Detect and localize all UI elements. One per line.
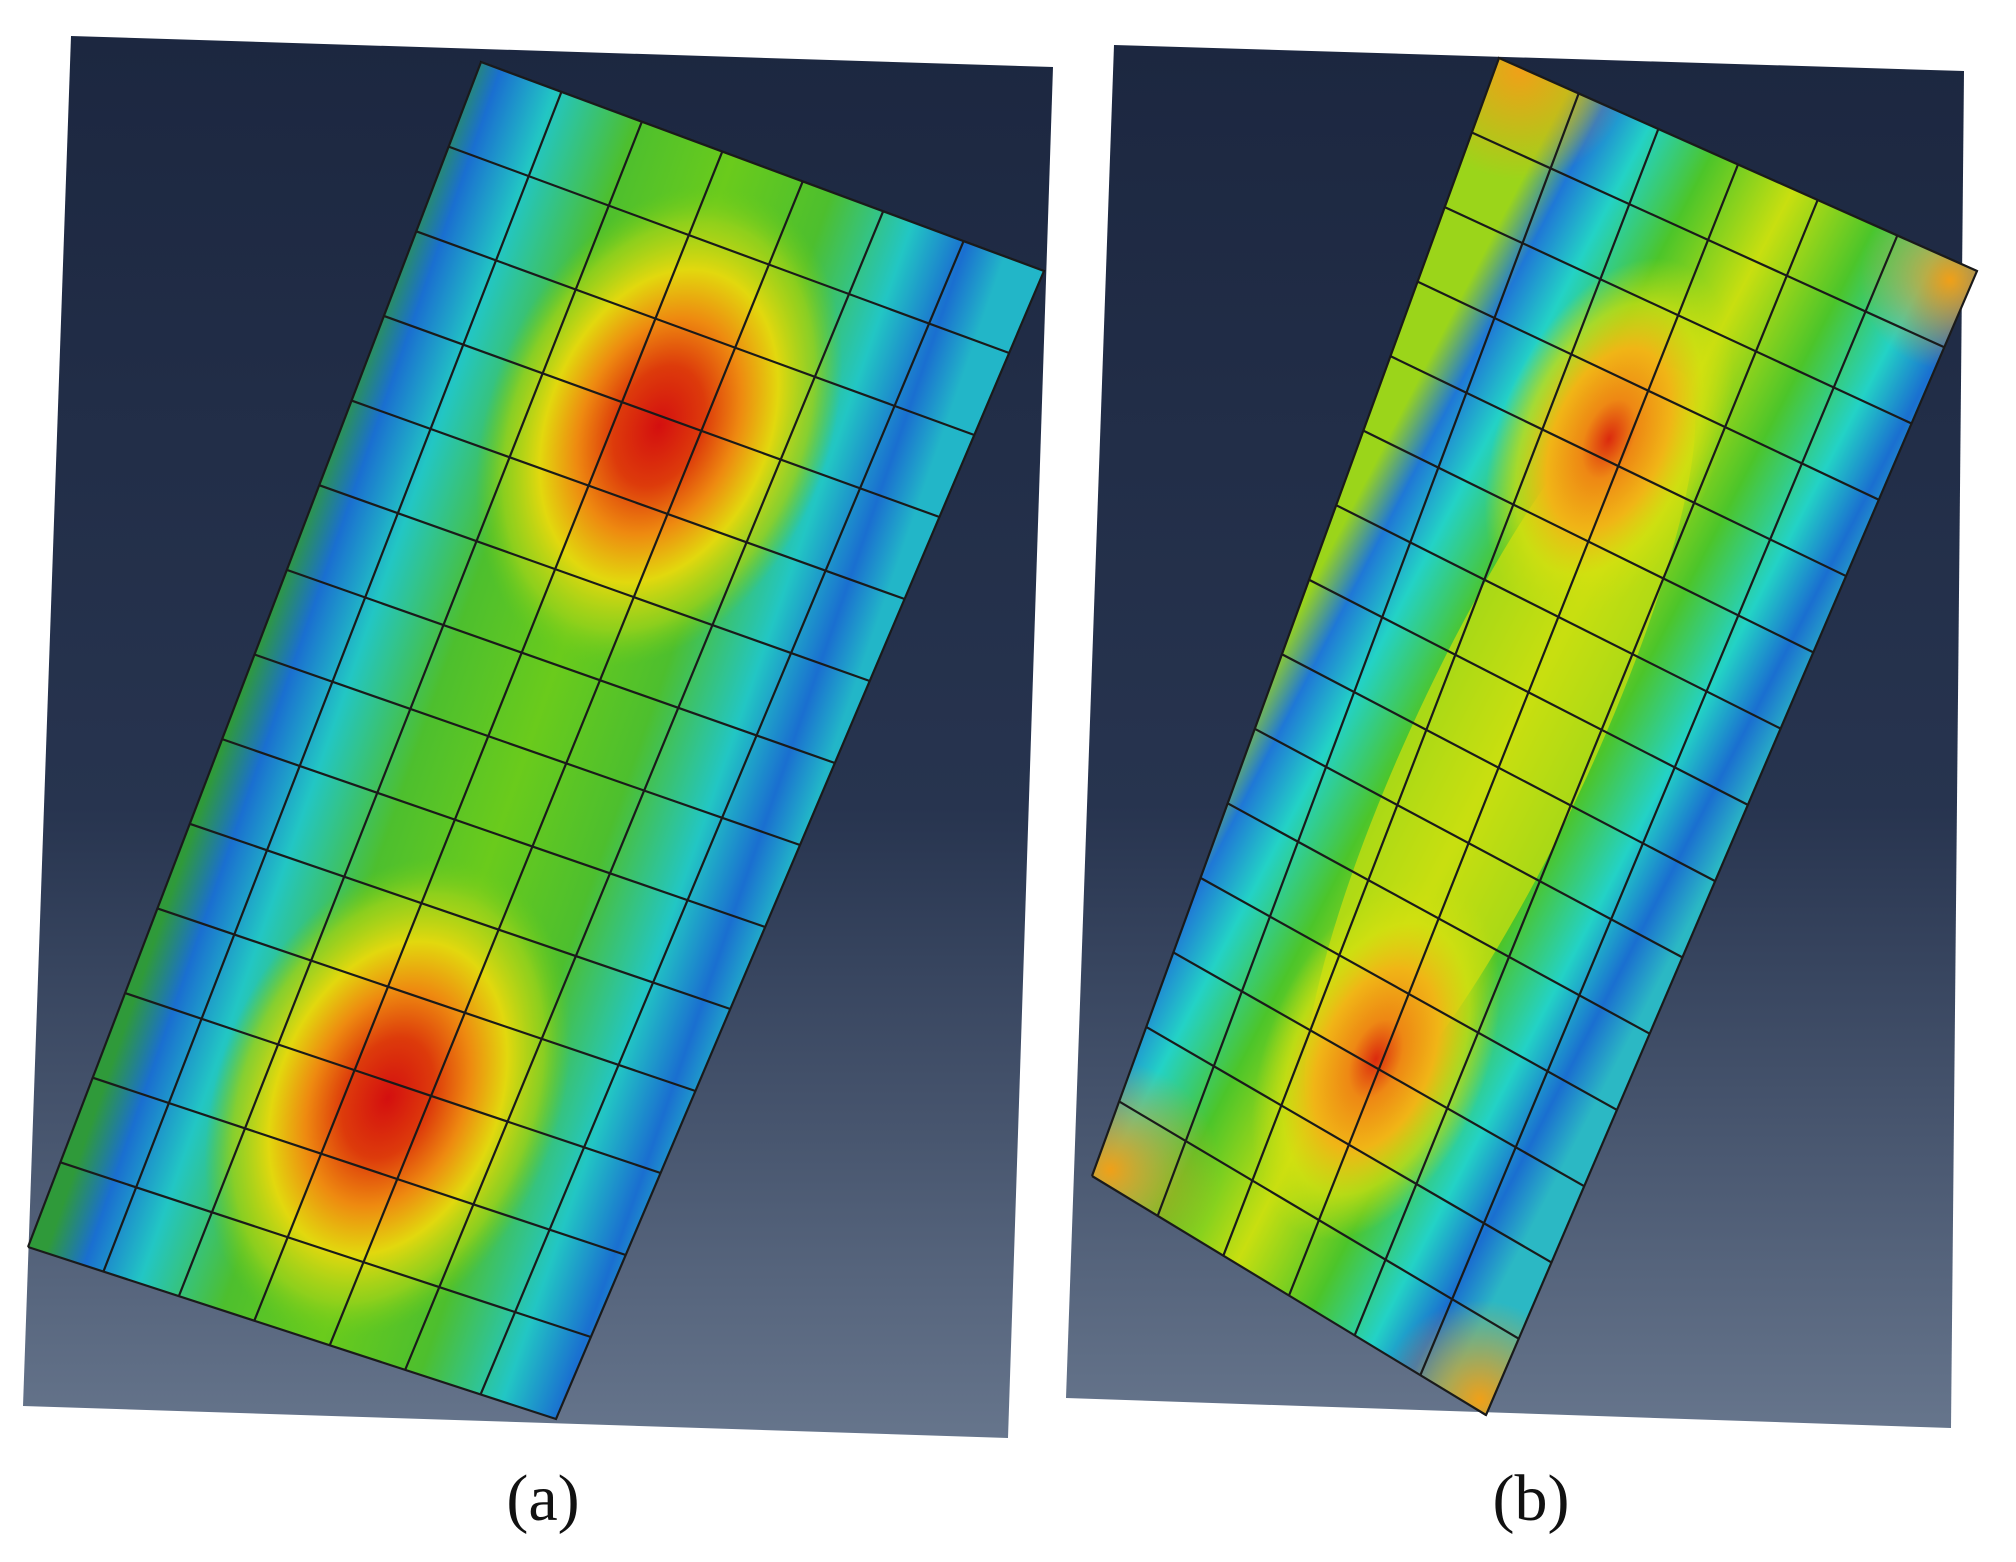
mesh-line xyxy=(1281,653,1716,883)
mesh-line xyxy=(1227,802,1651,1035)
mesh-line xyxy=(1090,57,1501,1177)
mesh-grid xyxy=(1090,56,1979,1416)
mesh-line xyxy=(448,145,1010,355)
mesh-line xyxy=(124,992,661,1175)
mesh-line xyxy=(1156,93,1580,1217)
mesh-line xyxy=(1335,504,1782,730)
mesh-line xyxy=(1444,206,1912,425)
panel-label: (a) xyxy=(506,1462,579,1535)
mesh-line xyxy=(221,738,766,929)
mesh-line xyxy=(383,314,940,519)
mesh-line xyxy=(1091,1175,1487,1416)
mesh-line xyxy=(254,653,801,847)
mesh-line xyxy=(157,907,696,1093)
mesh-line xyxy=(415,230,975,437)
mesh-line xyxy=(1362,429,1814,654)
mesh-line xyxy=(1172,951,1585,1188)
mesh-block xyxy=(26,60,1046,1421)
mesh-line xyxy=(318,484,871,683)
mesh-line xyxy=(1222,128,1660,1257)
mesh-line xyxy=(1308,578,1749,806)
mesh-line xyxy=(1498,56,1978,273)
mesh-line xyxy=(1287,164,1740,1296)
mesh-grid xyxy=(26,60,1046,1421)
mesh-line xyxy=(1145,1025,1553,1264)
mesh-line xyxy=(286,568,836,765)
mesh-line xyxy=(92,1076,627,1257)
mesh-line xyxy=(1199,876,1618,1111)
hot-spot xyxy=(1251,878,1501,1240)
mesh-line xyxy=(1471,131,1945,349)
mesh-line xyxy=(189,822,731,1011)
mesh-line xyxy=(60,1161,592,1339)
mesh-line xyxy=(1118,1100,1520,1340)
mesh-line xyxy=(1484,270,1979,1416)
mesh-line xyxy=(351,399,905,601)
mesh-block xyxy=(1090,56,1979,1417)
mesh-line xyxy=(1254,727,1683,959)
mesh-line xyxy=(480,60,1045,273)
mesh-line xyxy=(1419,235,1899,1376)
mesh-line xyxy=(1353,199,1819,1336)
mesh-line xyxy=(1417,280,1880,501)
hot-spot xyxy=(475,185,843,667)
mesh-line xyxy=(27,1245,557,1421)
mesh-line xyxy=(1389,355,1847,578)
hot-spot xyxy=(1484,258,1734,620)
panel-label: (b) xyxy=(1493,1462,1570,1535)
